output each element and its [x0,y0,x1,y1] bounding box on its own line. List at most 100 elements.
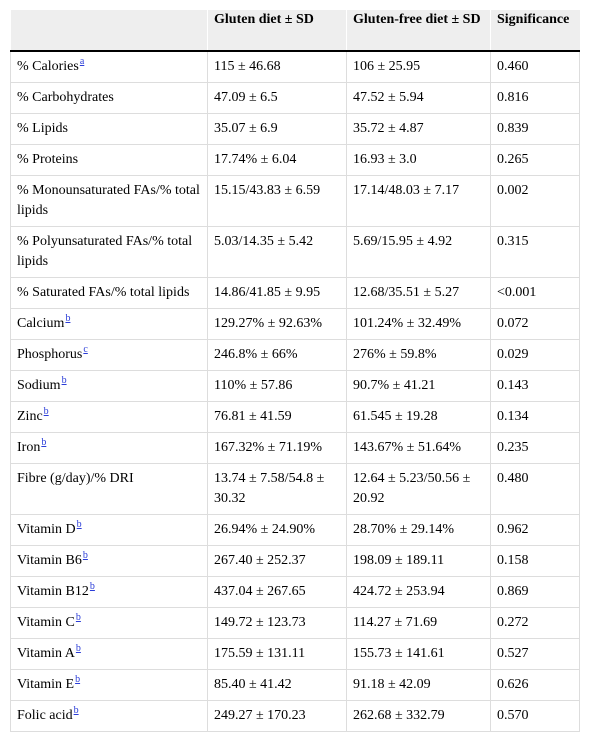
table-cell: 155.73 ± 141.61 [346,638,491,670]
footnote-link[interactable]: c [83,344,88,355]
header-cell: Gluten-free diet ± SD [346,10,491,52]
table-cell: 249.27 ± 170.23 [207,700,347,732]
table-row: Vitamin Eb 85.40 ± 41.42 91.18 ± 42.09 0.62… [10,669,580,701]
table-cell: 114.27 ± 71.69 [346,607,491,639]
header-cell: Gluten diet ± SD [207,10,347,52]
footnote-link[interactable]: b [41,437,47,448]
row-label-cell: Vitamin Db [10,514,208,546]
row-label-cell: % Monounsaturated FAs/% total lipids [10,175,208,227]
table-cell: 0.962 [490,514,580,546]
table-cell: 0.158 [490,545,580,577]
footnote-link[interactable]: a [79,56,85,67]
table-cell: 5.03/14.35 ± 5.42 [207,226,347,278]
table-cell: 0.460 [490,51,580,83]
footnote-link[interactable]: b [82,550,88,561]
footnote-link[interactable]: b [73,705,79,716]
row-label: Zinc [17,409,43,424]
table-cell: 47.09 ± 6.5 [207,82,347,114]
footnote-ref: b [44,406,49,417]
footnote-link[interactable]: b [61,375,67,386]
table-cell: 0.002 [490,175,580,227]
footnote-ref: b [62,375,67,386]
table-cell: 28.70% ± 29.14% [346,514,491,546]
footnote-ref: b [41,437,46,448]
table-cell: 0.839 [490,113,580,145]
row-label-cell: % Carbohydrates [10,82,208,114]
table-cell: <0.001 [490,277,580,309]
row-label: % Saturated FAs/% total lipids [17,285,190,300]
table-cell: 115 ± 46.68 [207,51,347,83]
row-label-cell: Fibre (g/day)/% DRI [10,463,208,515]
table-cell: 90.7% ± 41.21 [346,370,491,402]
header-cell: Significance [490,10,580,52]
row-label: Vitamin E [17,677,75,692]
footnote-link[interactable]: b [75,643,81,654]
row-label: Sodium [17,378,61,393]
footnote-link[interactable]: b [75,674,81,685]
footnote-ref: b [83,550,88,561]
footnote-ref: b [65,313,70,324]
table-row: Phosphorusc 246.8% ± 66% 276% ± 59.8% 0.029 [10,339,580,371]
table-body: % Caloriesa 115 ± 46.68 106 ± 25.95 0.460% … [10,51,580,732]
row-label-cell: Vitamin B6b [10,545,208,577]
row-label-cell: Sodiumb [10,370,208,402]
table-row: % Carbohydrates 47.09 ± 6.5 47.52 ± 5.94 0.… [10,82,580,114]
row-label: % Lipids [17,121,68,136]
table-row: % Lipids 35.07 ± 6.9 35.72 ± 4.87 0.839 [10,113,580,145]
table-cell: 129.27% ± 92.63% [207,308,347,340]
table-cell: 0.072 [490,308,580,340]
table-cell: 47.52 ± 5.94 [346,82,491,114]
table-cell: 0.272 [490,607,580,639]
table-cell: 0.235 [490,432,580,464]
footnote-link[interactable]: b [75,612,81,623]
table-cell: 246.8% ± 66% [207,339,347,371]
row-label: Vitamin D [17,522,76,537]
table-cell: 262.68 ± 332.79 [346,700,491,732]
table-cell: 61.545 ± 19.28 [346,401,491,433]
row-label-cell: % Proteins [10,144,208,176]
footnote-link[interactable]: b [43,406,49,417]
table-cell: 0.869 [490,576,580,608]
row-label: Vitamin B12 [17,584,89,599]
footnote-ref: c [83,344,87,355]
table-header: Gluten diet ± SD Gluten-free diet ± SD S… [10,10,580,52]
footnote-ref: b [76,643,81,654]
table-cell: 0.315 [490,226,580,278]
table-cell: 85.40 ± 41.42 [207,669,347,701]
table-row: Vitamin B6b 267.40 ± 252.37 198.09 ± 189.1… [10,545,580,577]
footnote-link[interactable]: b [76,519,82,530]
table-cell: 5.69/15.95 ± 4.92 [346,226,491,278]
table-cell: 198.09 ± 189.11 [346,545,491,577]
row-label-cell: % Saturated FAs/% total lipids [10,277,208,309]
table-row: Fibre (g/day)/% DRI 13.74 ± 7.58/54.8 ± 3… [10,463,580,515]
table-cell: 0.816 [490,82,580,114]
footnote-ref: b [76,612,81,623]
table-row: Calciumb 129.27% ± 92.63% 101.24% ± 32.49%… [10,308,580,340]
table-cell: 16.93 ± 3.0 [346,144,491,176]
table-row: Vitamin B12b 437.04 ± 267.65 424.72 ± 253.… [10,576,580,608]
table-cell: 76.81 ± 41.59 [207,401,347,433]
table-cell: 0.265 [490,144,580,176]
row-label: Phosphorus [17,347,83,362]
table-cell: 0.570 [490,700,580,732]
table-cell: 17.14/48.03 ± 7.17 [346,175,491,227]
table-cell: 0.527 [490,638,580,670]
footnote-ref: b [75,674,80,685]
table-cell: 26.94% ± 24.90% [207,514,347,546]
footnote-link[interactable]: b [89,581,95,592]
table-row: % Saturated FAs/% total lipids 14.86/41.8… [10,277,580,309]
table-cell: 101.24% ± 32.49% [346,308,491,340]
footnote-ref: a [80,56,84,67]
table-row: Zincb 76.81 ± 41.59 61.545 ± 19.28 0.134 [10,401,580,433]
table-cell: 0.029 [490,339,580,371]
row-label: Iron [17,440,41,455]
table-row: Ironb 167.32% ± 71.19% 143.67% ± 51.64% 0.2… [10,432,580,464]
footnote-link[interactable]: b [65,313,71,324]
row-label-cell: Vitamin Eb [10,669,208,701]
table-row: Folic acidb 249.27 ± 170.23 262.68 ± 332.7… [10,700,580,732]
table-row: Vitamin Cb 149.72 ± 123.73 114.27 ± 71.69 0… [10,607,580,639]
table-row: Vitamin Ab 175.59 ± 131.11 155.73 ± 141.61… [10,638,580,670]
row-label: Vitamin A [17,646,75,661]
row-label-cell: % Lipids [10,113,208,145]
